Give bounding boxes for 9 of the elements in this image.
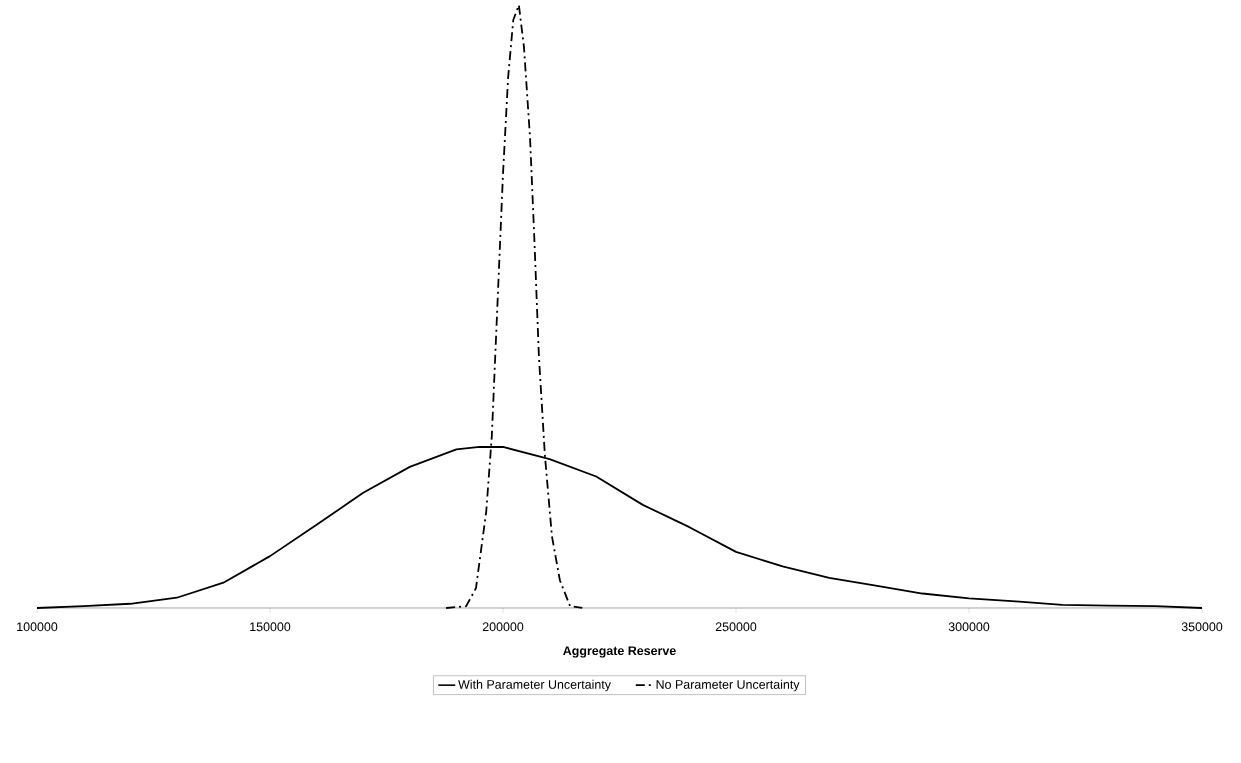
x-axis-title: Aggregate Reserve — [563, 646, 676, 658]
legend-label: With Parameter Uncertainty — [458, 679, 611, 692]
x-tick-label: 100000 — [17, 622, 58, 632]
legend-label: No Parameter Uncertainty — [656, 679, 800, 692]
x-tick-label: 200000 — [482, 622, 524, 632]
x-tick-label: 250000 — [715, 622, 757, 632]
x-tick-label: 150000 — [250, 622, 291, 632]
x-tick-label: 300000 — [948, 622, 990, 632]
x-tick-label: 350000 — [1181, 622, 1223, 632]
